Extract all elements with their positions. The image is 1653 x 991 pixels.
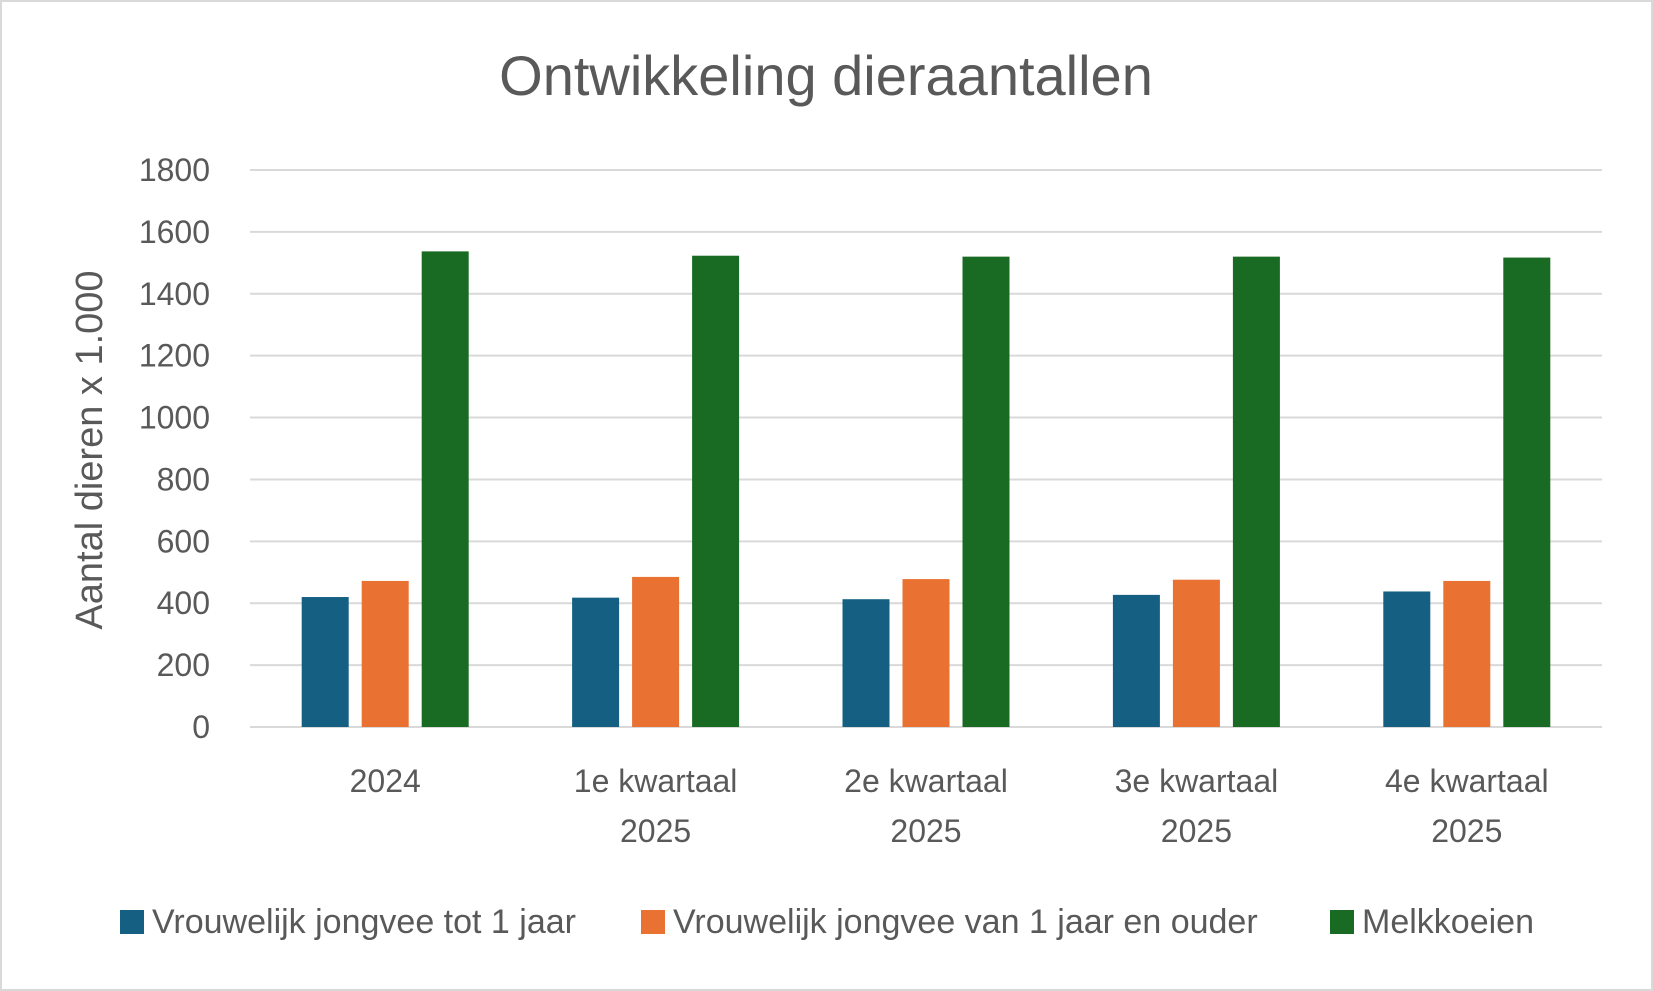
y-tick-label: 400 [157, 585, 210, 621]
bars [301, 251, 1551, 727]
bar [902, 579, 950, 727]
bar [692, 255, 740, 727]
y-tick-label: 1200 [139, 338, 210, 374]
legend: Vrouwelijk jongvee tot 1 jaar Vrouwelijk … [120, 903, 1534, 941]
bar [842, 599, 890, 727]
y-tick-label: 800 [157, 461, 210, 497]
bar [361, 580, 409, 727]
bar [1383, 591, 1431, 727]
legend-label: Vrouwelijk jongvee van 1 jaar en ouder [673, 903, 1258, 941]
y-tick-label: 200 [157, 647, 210, 683]
y-tick-label: 1000 [139, 400, 210, 436]
chart-title: Ontwikkeling dieraantallen [499, 44, 1153, 107]
bar [1172, 579, 1220, 727]
bar [572, 597, 620, 727]
bar [1112, 594, 1160, 727]
x-axis-labels: 2024 1e kwartaal 2025 2e kwartaal 2025 3e kwa… [350, 763, 1549, 849]
gridlines [250, 169, 1602, 728]
x-tick-label: 3e kwartaal 2025 [1115, 763, 1279, 849]
x-tick-label: 2e kwartaal 2025 [844, 763, 1008, 849]
legend-label: Vrouwelijk jongvee tot 1 jaar [152, 903, 576, 941]
bar [632, 576, 680, 727]
bar [1232, 256, 1280, 727]
bar [421, 251, 469, 727]
y-axis-ticks: 0 200 400 600 800 1000 1200 1400 1600 1800 [139, 152, 210, 745]
y-axis-title: Aantal dieren x 1.000 [69, 270, 111, 629]
x-tick-label: 4e kwartaal 2025 [1385, 763, 1549, 849]
bar [1443, 580, 1491, 727]
y-tick-label: 0 [192, 709, 210, 745]
legend-swatch [1330, 910, 1354, 934]
bar [962, 256, 1010, 727]
x-tick-label: 2024 [350, 763, 421, 799]
bar [1503, 257, 1551, 727]
y-tick-label: 600 [157, 523, 210, 559]
legend-swatch [641, 910, 665, 934]
y-tick-label: 1400 [139, 276, 210, 312]
legend-swatch [120, 910, 144, 934]
y-tick-label: 1600 [139, 214, 210, 250]
y-tick-label: 1800 [139, 152, 210, 188]
bar [301, 597, 349, 727]
x-tick-label: 1e kwartaal 2025 [574, 763, 738, 849]
legend-label: Melkkoeien [1362, 903, 1534, 941]
